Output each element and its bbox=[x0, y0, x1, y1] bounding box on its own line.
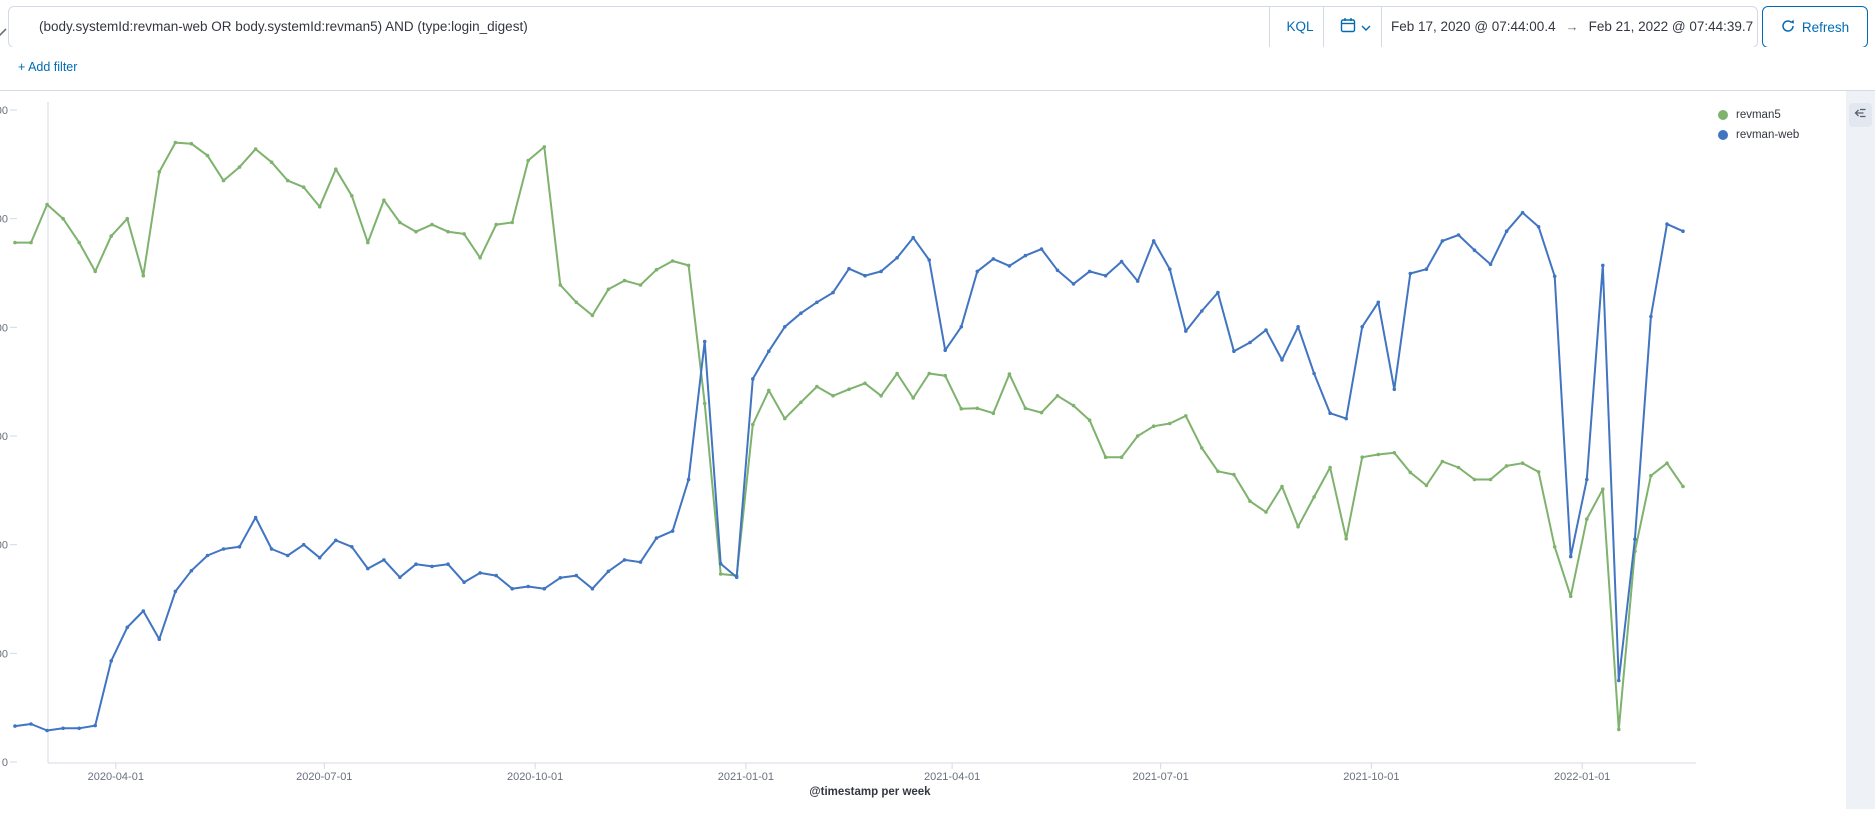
chevron-down-icon[interactable] bbox=[0, 23, 7, 41]
query-input[interactable]: (body.systemId:revman-web OR body.system… bbox=[39, 19, 528, 34]
filter-bar: + Add filter bbox=[0, 47, 1875, 90]
svg-text:2020-04-01: 2020-04-01 bbox=[88, 771, 144, 783]
svg-text:00: 00 bbox=[0, 105, 8, 117]
separator bbox=[1381, 7, 1382, 47]
svg-text:2021-10-01: 2021-10-01 bbox=[1343, 771, 1399, 783]
collapse-legend-button[interactable] bbox=[1849, 103, 1872, 127]
refresh-button[interactable]: Refresh bbox=[1762, 6, 1868, 48]
query-bar: (body.systemId:revman-web OR body.system… bbox=[0, 0, 1875, 48]
svg-text:2021-07-01: 2021-07-01 bbox=[1132, 771, 1188, 783]
legend-item-revman-web[interactable]: revman-web bbox=[1718, 125, 1799, 145]
date-picker-calendar-button[interactable] bbox=[1331, 7, 1379, 47]
add-filter-link[interactable]: + Add filter bbox=[18, 60, 78, 74]
legend-swatch-blue bbox=[1718, 130, 1728, 140]
separator bbox=[1269, 7, 1270, 47]
calendar-icon bbox=[1340, 17, 1356, 38]
svg-text:00: 00 bbox=[0, 648, 8, 660]
svg-text:00: 00 bbox=[0, 540, 8, 552]
date-range-end[interactable]: Feb 21, 2022 @ 07:44:39.7 bbox=[1588, 19, 1754, 34]
right-gutter bbox=[1846, 91, 1875, 809]
svg-text:00: 00 bbox=[0, 431, 8, 443]
legend-label: revman5 bbox=[1736, 109, 1781, 121]
svg-text:2021-04-01: 2021-04-01 bbox=[924, 771, 980, 783]
refresh-icon bbox=[1781, 19, 1795, 36]
chevron-down-icon bbox=[1361, 18, 1371, 36]
legend-swatch-green bbox=[1718, 110, 1728, 120]
chart-legend: revman5 revman-web bbox=[1718, 105, 1799, 145]
svg-text:00: 00 bbox=[0, 322, 8, 334]
svg-text:2022-01-01: 2022-01-01 bbox=[1554, 771, 1610, 783]
chart-panel: 00000000000002020-04-012020-07-012020-10… bbox=[0, 91, 1846, 809]
kql-language-button[interactable]: KQL bbox=[1286, 19, 1314, 34]
svg-text:2021-01-01: 2021-01-01 bbox=[718, 771, 774, 783]
refresh-button-label: Refresh bbox=[1801, 19, 1850, 35]
svg-text:0: 0 bbox=[2, 757, 8, 769]
svg-text:2020-10-01: 2020-10-01 bbox=[507, 771, 563, 783]
date-range: Feb 17, 2020 @ 07:44:00.4 → Feb 21, 2022… bbox=[1391, 7, 1753, 47]
legend-item-revman5[interactable]: revman5 bbox=[1718, 105, 1799, 125]
panel-divider bbox=[0, 90, 1875, 91]
collapse-legend-icon bbox=[1854, 106, 1867, 124]
query-input-group: (body.systemId:revman-web OR body.system… bbox=[8, 6, 1758, 48]
arrow-right-icon: → bbox=[1565, 19, 1579, 34]
separator bbox=[1323, 7, 1324, 47]
date-range-start[interactable]: Feb 17, 2020 @ 07:44:00.4 bbox=[1391, 19, 1556, 34]
timeseries-chart[interactable]: 00000000000002020-04-012020-07-012020-10… bbox=[0, 91, 1846, 809]
svg-text:2020-07-01: 2020-07-01 bbox=[296, 771, 352, 783]
svg-text:@timestamp per week: @timestamp per week bbox=[809, 786, 931, 798]
legend-label: revman-web bbox=[1736, 129, 1800, 141]
svg-text:00: 00 bbox=[0, 214, 8, 226]
